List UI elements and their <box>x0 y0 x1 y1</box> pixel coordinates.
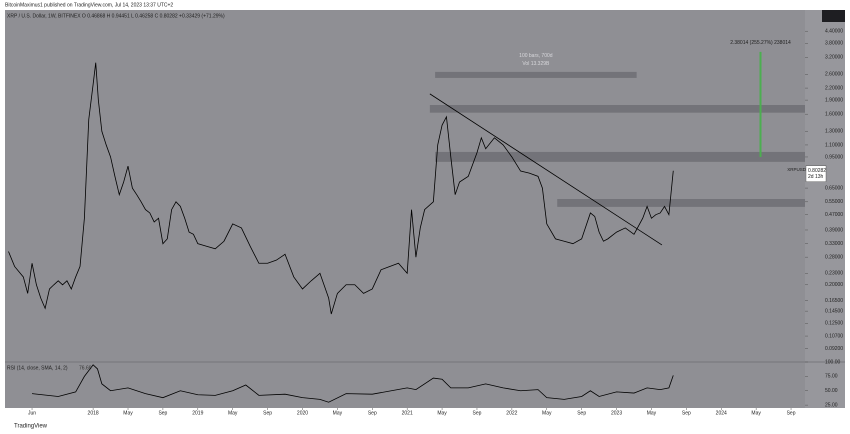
y-tick-label: 0.09200 <box>825 346 843 352</box>
corner-box <box>822 10 845 22</box>
y-tick-label: 1.90000 <box>825 97 843 103</box>
price-tag <box>805 165 827 182</box>
price-line <box>31 364 674 403</box>
y-tick-label: 0.28000 <box>825 254 843 260</box>
y-tick-label: 4.40000 <box>825 29 843 35</box>
y-tick-label: 1.10000 <box>825 142 843 148</box>
x-tick-label: Sep <box>368 410 377 416</box>
x-tick-label: Sep <box>787 410 796 416</box>
axis-background <box>805 10 845 408</box>
y-tick-label: 1.30000 <box>825 129 843 135</box>
x-tick-label: May <box>123 410 133 416</box>
price-tag-countdown: 2d 13h <box>808 174 824 180</box>
measure-label: 100 bars, 700d <box>519 53 553 59</box>
trendline <box>429 93 663 246</box>
chart-title: RSI (14, close, SMA, 14, 2) <box>7 365 68 371</box>
price-tag-name: XRPUSD <box>787 167 807 172</box>
y-tick-label: 2.60000 <box>825 72 843 78</box>
x-tick-label: 2021 <box>402 410 413 416</box>
y-tick-label: 1.60000 <box>825 112 843 118</box>
projection-label: 2.38014 (255.27%) 238014 <box>730 40 791 46</box>
x-tick-label: Sep <box>473 410 482 416</box>
x-tick-label: Sep <box>263 410 272 416</box>
chart-title: XRP / U.S. Dollar, 1W, BITFINEX O 0.4686… <box>7 13 225 19</box>
y-tick-label: 2.20000 <box>825 85 843 91</box>
price-tag-value: 0.80282 <box>808 168 826 174</box>
x-tick-label: 2018 <box>88 410 99 416</box>
x-tick-label: May <box>333 410 343 416</box>
x-tick-label: Sep <box>577 410 586 416</box>
y-tick-label: 0.20000 <box>825 282 843 288</box>
y-tick-label: 75.00 <box>825 374 838 380</box>
x-tick-label: 2019 <box>192 410 203 416</box>
resistance-zone <box>557 199 805 207</box>
y-tick-label: 0.95000 <box>825 154 843 160</box>
y-tick-label: 0.14500 <box>825 308 843 314</box>
x-tick-label: Sep <box>682 410 691 416</box>
footer-text: TradingView <box>14 424 48 430</box>
resistance-zone <box>429 105 805 113</box>
header-text: BitcoinMaximus1 published on TradingView… <box>5 2 173 8</box>
y-tick-label: 0.39000 <box>825 227 843 233</box>
x-tick-label: 2022 <box>506 410 517 416</box>
y-tick-label: 0.33000 <box>825 241 843 247</box>
y-tick-label: 0.47000 <box>825 212 843 218</box>
y-tick-label: 0.55000 <box>825 199 843 205</box>
y-tick-label: 0.12500 <box>825 321 843 327</box>
y-tick-label: 0.16500 <box>825 298 843 304</box>
x-tick-label: May <box>228 410 238 416</box>
x-tick-label: Sep <box>158 410 167 416</box>
x-tick-label: Jun <box>28 410 36 416</box>
x-tick-label: 2023 <box>611 410 622 416</box>
y-tick-label: 50.00 <box>825 388 838 394</box>
y-tick-label: 25.00 <box>825 402 838 408</box>
y-tick-label: 100.00 <box>825 359 841 365</box>
x-tick-label: May <box>647 410 657 416</box>
x-tick-label: 2020 <box>297 410 308 416</box>
x-tick-label: May <box>751 410 761 416</box>
plot-background <box>5 10 805 408</box>
measure-box <box>435 71 637 78</box>
rsi-value: 76.69 <box>79 365 92 371</box>
y-tick-label: 0.23000 <box>825 271 843 277</box>
y-tick-label: 3.20000 <box>825 55 843 61</box>
price-line <box>8 62 674 315</box>
y-tick-label: 3.80000 <box>825 41 843 47</box>
resistance-zone <box>435 151 805 162</box>
y-tick-label: 0.65000 <box>825 185 843 191</box>
x-tick-label: May <box>437 410 447 416</box>
x-tick-label: 2024 <box>716 410 727 416</box>
measure-sublabel: Vol 13.329B <box>522 61 550 67</box>
x-tick-label: May <box>542 410 552 416</box>
y-tick-label: 0.10700 <box>825 333 843 339</box>
